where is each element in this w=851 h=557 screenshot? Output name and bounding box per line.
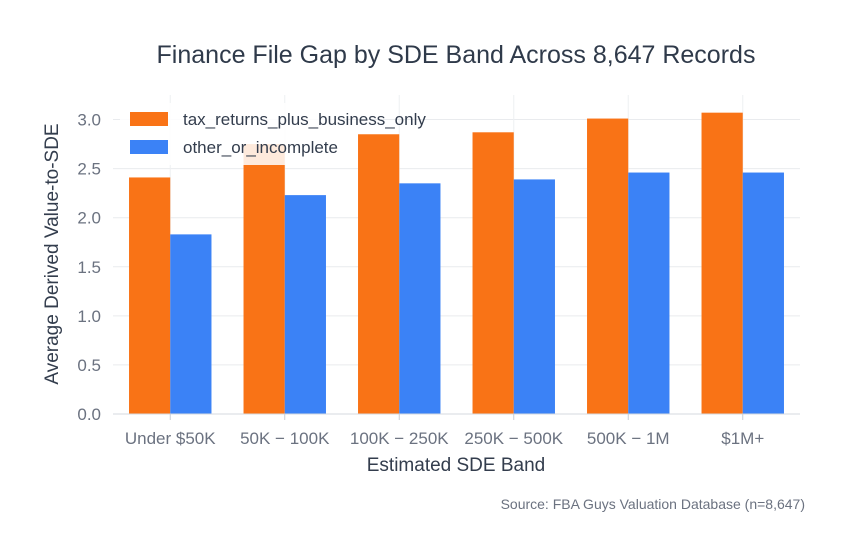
y-tick-label: 0.5 bbox=[77, 356, 101, 375]
y-tick-label: 2.0 bbox=[77, 209, 101, 228]
x-tick-label: 500K − 1M bbox=[587, 429, 670, 448]
bar-tax_returns_plus_business_only-2 bbox=[358, 134, 400, 414]
y-tick-label: 0.0 bbox=[77, 405, 101, 424]
legend-label: tax_returns_plus_business_only bbox=[183, 110, 426, 129]
y-tick-label: 1.5 bbox=[77, 258, 101, 277]
x-tick-label: $1M+ bbox=[721, 429, 764, 448]
bar-tax_returns_plus_business_only-3 bbox=[472, 132, 514, 414]
legend-label: other_or_incomplete bbox=[183, 138, 338, 157]
y-axis-label: Average Derived Value-to-SDE bbox=[42, 123, 63, 384]
y-axis-ticks: 0.0 0.5 1.0 1.5 2.0 2.5 3.0 bbox=[77, 111, 101, 424]
source-note: Source: FBA Guys Valuation Database (n=8… bbox=[501, 496, 805, 512]
bar-other_or_incomplete-0 bbox=[170, 234, 212, 414]
x-tick-label: Under $50K bbox=[125, 429, 216, 448]
bars bbox=[129, 112, 784, 415]
bar-other_or_incomplete-5 bbox=[742, 172, 784, 414]
bar-tax_returns_plus_business_only-4 bbox=[587, 118, 629, 415]
x-axis-ticks: Under $50K 50K − 100K 100K − 250K 250K − 50… bbox=[125, 414, 764, 448]
bar-other_or_incomplete-2 bbox=[399, 183, 441, 414]
bar-other_or_incomplete-1 bbox=[284, 195, 326, 414]
y-tick-label: 1.0 bbox=[77, 307, 101, 326]
bar-tax_returns_plus_business_only-0 bbox=[129, 177, 171, 414]
x-tick-label: 250K − 500K bbox=[464, 429, 563, 448]
x-tick-label: 100K − 250K bbox=[350, 429, 449, 448]
bar-tax_returns_plus_business_only-1 bbox=[243, 144, 285, 415]
chart-title: Finance File Gap by SDE Band Across 8,64… bbox=[157, 41, 756, 69]
bar-tax_returns_plus_business_only-5 bbox=[701, 112, 743, 414]
legend: tax_returns_plus_business_only other_or_i… bbox=[120, 103, 426, 165]
bar-other_or_incomplete-3 bbox=[513, 179, 555, 414]
x-axis-label: Estimated SDE Band bbox=[367, 455, 545, 476]
x-tick-label: 50K − 100K bbox=[240, 429, 330, 448]
y-tick-label: 3.0 bbox=[77, 111, 101, 130]
bar-other_or_incomplete-4 bbox=[628, 172, 670, 414]
legend-swatch-other_or_incomplete bbox=[130, 140, 168, 154]
legend-swatch-tax_returns_plus_business_only bbox=[130, 112, 168, 126]
y-tick-label: 2.5 bbox=[77, 160, 101, 179]
